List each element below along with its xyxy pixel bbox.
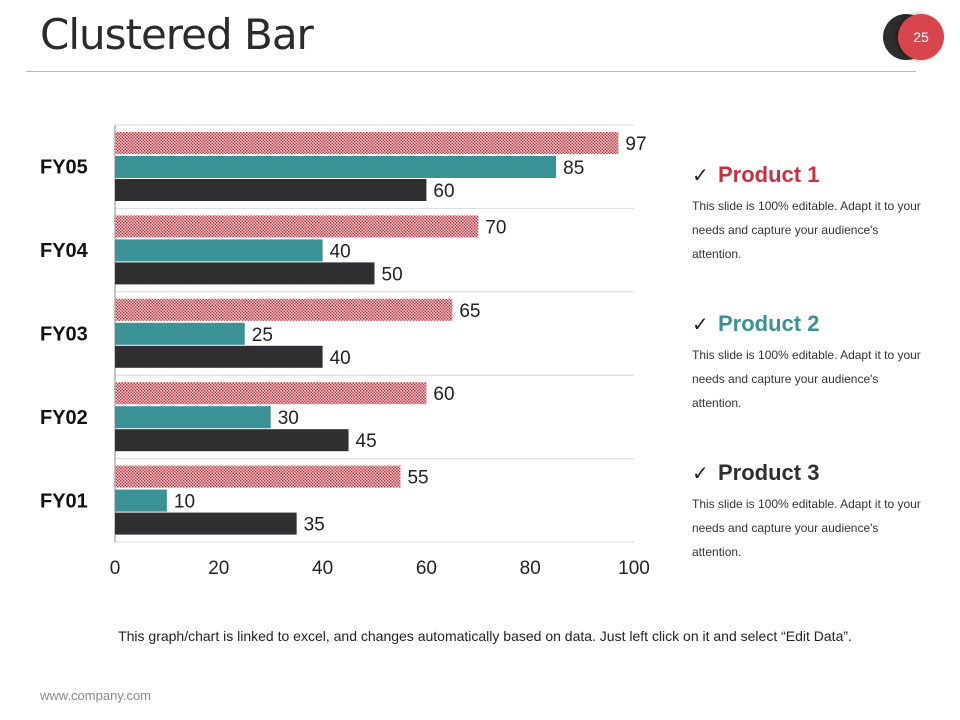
data-label: 60 bbox=[433, 384, 454, 405]
bar-product-2-fy04[interactable] bbox=[115, 239, 323, 262]
bar-product-2-fy01[interactable] bbox=[115, 489, 167, 512]
bar-product-3-fy02[interactable] bbox=[115, 429, 349, 452]
category-label-fy03: FY03 bbox=[40, 324, 88, 346]
legend-item-product-2: ✓ Product 2 This slide is 100% editable.… bbox=[692, 309, 932, 415]
bar-product-3-fy03[interactable] bbox=[115, 345, 323, 368]
x-tick-label: 0 bbox=[110, 558, 121, 579]
legend-name-product-1: Product 1 bbox=[718, 162, 820, 187]
data-label: 70 bbox=[485, 217, 506, 238]
legend-name-product-2: Product 2 bbox=[718, 311, 820, 336]
check-icon: ✓ bbox=[692, 462, 709, 485]
data-label: 40 bbox=[330, 241, 351, 262]
x-tick-label: 20 bbox=[208, 558, 229, 579]
legend-item-product-3: ✓ Product 3 This slide is 100% editable.… bbox=[692, 458, 932, 564]
bar-product-2-fy02[interactable] bbox=[115, 406, 271, 429]
slide-title: Clustered Bar bbox=[40, 10, 314, 59]
bar-product-3-fy04[interactable] bbox=[115, 262, 375, 285]
bar-product-1-fy05[interactable] bbox=[115, 132, 619, 154]
check-icon: ✓ bbox=[692, 313, 709, 336]
category-label-fy02: FY02 bbox=[40, 407, 88, 429]
page-number-badge: 25 bbox=[898, 14, 944, 60]
data-label: 45 bbox=[356, 431, 377, 452]
data-label: 25 bbox=[252, 325, 273, 346]
x-tick-label: 80 bbox=[520, 558, 541, 579]
legend-description-product-2: This slide is 100% editable. Adapt it to… bbox=[692, 348, 921, 410]
data-label: 10 bbox=[174, 492, 195, 513]
bar-product-2-fy03[interactable] bbox=[115, 322, 245, 345]
data-label: 65 bbox=[459, 301, 480, 322]
data-label: 60 bbox=[433, 181, 454, 202]
legend-description-product-1: This slide is 100% editable. Adapt it to… bbox=[692, 199, 921, 261]
bar-product-2-fy05[interactable] bbox=[115, 156, 557, 178]
chart-labels: FY05 97 85 60 FY04 70 40 50 FY03 65 25 40 FY02 60 30 45… bbox=[40, 134, 650, 579]
check-icon: ✓ bbox=[692, 164, 709, 187]
legend-item-product-1: ✓ Product 1 This slide is 100% editable.… bbox=[692, 160, 932, 266]
category-label-fy01: FY01 bbox=[40, 490, 88, 512]
x-tick-label: 100 bbox=[618, 558, 650, 579]
data-label: 85 bbox=[563, 158, 584, 179]
category-label-fy05: FY05 bbox=[40, 157, 88, 179]
bar-product-1-fy02[interactable] bbox=[115, 382, 427, 405]
title-divider bbox=[26, 71, 916, 72]
category-label-fy04: FY04 bbox=[40, 240, 89, 262]
x-tick-label: 40 bbox=[312, 558, 333, 579]
data-label: 97 bbox=[625, 134, 646, 155]
legend-description-product-3: This slide is 100% editable. Adapt it to… bbox=[692, 497, 921, 559]
bar-product-3-fy05[interactable] bbox=[115, 179, 427, 201]
data-label: 30 bbox=[278, 408, 299, 429]
data-label: 50 bbox=[382, 264, 403, 285]
chart-footnote: This graph/chart is linked to excel, and… bbox=[118, 628, 852, 644]
data-label: 40 bbox=[330, 348, 351, 369]
bar-product-1-fy03[interactable] bbox=[115, 298, 453, 321]
data-label: 35 bbox=[304, 515, 325, 536]
x-tick-label: 60 bbox=[416, 558, 437, 579]
clustered-bar-chart[interactable]: FY05 97 85 60 FY04 70 40 50 FY03 65 25 40 FY02 60 30 45… bbox=[0, 0, 960, 620]
bar-product-3-fy01[interactable] bbox=[115, 512, 297, 535]
bar-product-1-fy04[interactable] bbox=[115, 215, 479, 238]
chart-bars bbox=[115, 132, 619, 535]
footer-website: www.company.com bbox=[40, 688, 152, 703]
legend-name-product-3: Product 3 bbox=[718, 460, 820, 485]
data-label: 55 bbox=[407, 468, 428, 489]
bar-product-1-fy01[interactable] bbox=[115, 465, 401, 488]
